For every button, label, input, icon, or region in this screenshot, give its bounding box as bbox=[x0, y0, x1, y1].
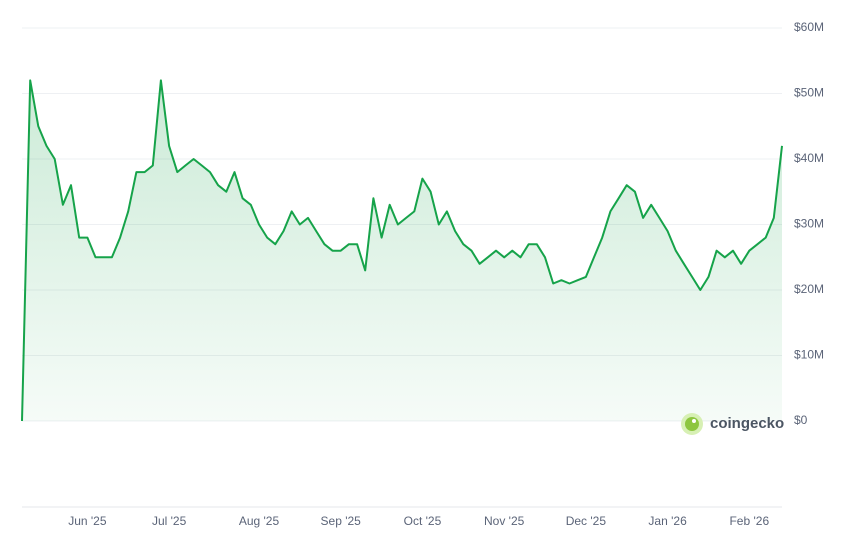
x-tick-label: Nov '25 bbox=[484, 514, 525, 528]
x-tick-label: Aug '25 bbox=[239, 514, 280, 528]
x-tick-label: Jan '26 bbox=[648, 514, 687, 528]
logo-inner bbox=[685, 417, 699, 431]
x-tick-label: Oct '25 bbox=[404, 514, 442, 528]
watermark-text: coingecko bbox=[710, 415, 784, 432]
y-tick-label: $60M bbox=[794, 20, 824, 34]
plot bbox=[21, 79, 783, 422]
x-tick-label: Jun '25 bbox=[68, 514, 107, 528]
y-tick-label: $10M bbox=[794, 348, 824, 362]
y-tick-label: $20M bbox=[794, 282, 824, 296]
x-tick-label: Dec '25 bbox=[566, 514, 607, 528]
grid: $0 $10M $20M $30M $40M $50M $60M Jun '25 Jul '25… bbox=[22, 20, 824, 528]
y-tick-label: $50M bbox=[794, 86, 824, 100]
area bbox=[22, 80, 782, 422]
x-tick-label: Feb '26 bbox=[729, 514, 769, 528]
y-tick-label: $40M bbox=[794, 151, 824, 165]
y-tick-label: $0 bbox=[794, 413, 808, 427]
x-tick-label: Sep '25 bbox=[321, 514, 362, 528]
y-tick-label: $30M bbox=[794, 217, 824, 231]
x-tick-label: Jul '25 bbox=[152, 514, 187, 528]
line bbox=[21, 79, 783, 422]
watermark: coingecko bbox=[681, 413, 784, 435]
logo-eye bbox=[692, 419, 696, 423]
